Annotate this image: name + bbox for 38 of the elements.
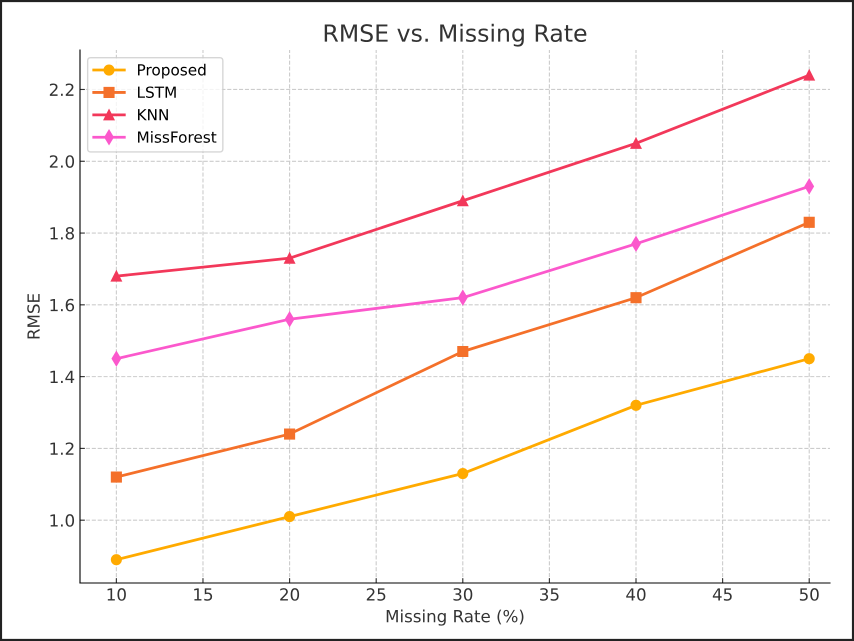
y-tick-label: 1.4 bbox=[50, 370, 74, 383]
x-tick-label: 20 bbox=[280, 588, 300, 601]
y-tick-label: 2.2 bbox=[50, 83, 74, 96]
point bbox=[630, 138, 642, 149]
x-tick-label: 45 bbox=[712, 588, 732, 601]
x-tick-label: 50 bbox=[800, 588, 819, 601]
x-tick-label: 10 bbox=[108, 588, 126, 601]
y-tick-label: 1.8 bbox=[50, 227, 74, 240]
point bbox=[630, 292, 642, 304]
point bbox=[284, 252, 296, 264]
point bbox=[804, 216, 815, 228]
legend-label: Proposed bbox=[138, 64, 206, 79]
point bbox=[110, 472, 122, 483]
y-tick-label: 1.2 bbox=[50, 442, 74, 455]
legend-label: MissForest bbox=[138, 131, 216, 143]
point bbox=[457, 195, 468, 206]
point bbox=[284, 428, 296, 440]
legend-label: LSTM bbox=[138, 86, 176, 98]
point bbox=[110, 270, 122, 282]
chart-title: RMSE vs. Missing Rate bbox=[324, 24, 586, 47]
y-axis-title: RMSE bbox=[27, 294, 40, 338]
point bbox=[457, 468, 468, 480]
point bbox=[110, 554, 122, 566]
point bbox=[804, 70, 815, 81]
x-tick-label: 30 bbox=[453, 588, 472, 601]
y-tick-label: 1.6 bbox=[50, 298, 74, 312]
x-tick-label: 15 bbox=[194, 588, 212, 601]
x-axis-title: Missing Rate (%) bbox=[386, 610, 524, 626]
legend-label: KNN bbox=[138, 109, 168, 120]
x-tick-label: 35 bbox=[540, 588, 559, 601]
point bbox=[457, 346, 468, 358]
x-tick-label: 40 bbox=[626, 588, 646, 601]
y-tick-label: 1.0 bbox=[50, 514, 74, 527]
y-tick-label: 2.0 bbox=[50, 155, 74, 168]
point bbox=[630, 400, 642, 411]
point bbox=[284, 511, 296, 522]
point bbox=[804, 353, 815, 364]
x-tick-label: 25 bbox=[366, 588, 386, 601]
